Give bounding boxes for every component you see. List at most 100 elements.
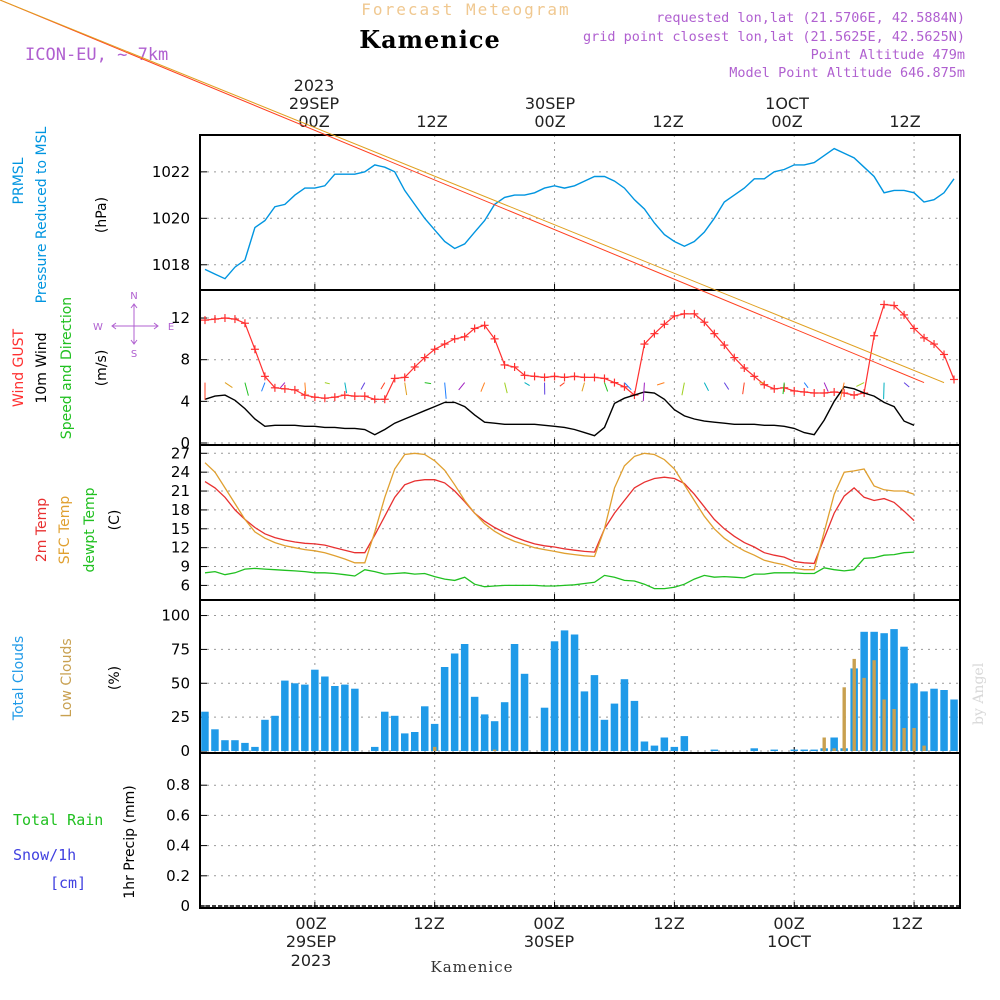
total-cloud-bar [381, 711, 389, 751]
wind-gust-marker [730, 353, 739, 362]
y-tick-label: 12 [171, 309, 190, 327]
pressure-msl-label: Pressure Reduced to MSL [34, 126, 50, 303]
wind-direction-arrow [360, 382, 366, 390]
total-cloud-bar [450, 653, 459, 751]
wind-direction-arrow [304, 382, 307, 395]
temp-2m-label: 2m Temp [34, 498, 50, 562]
wind-direction-arrow [703, 382, 709, 392]
wind-gust-marker [240, 319, 249, 328]
wind-direction-arrow [839, 382, 845, 401]
total-cloud-bar [930, 688, 938, 751]
wind-gust-marker [420, 353, 429, 362]
wind-gust-marker [670, 311, 679, 320]
low-cloud-bar [892, 709, 896, 751]
total-cloud-bar [910, 683, 918, 751]
temp-dewpt-label: dewpt Temp [82, 487, 98, 572]
total-cloud-bar [510, 644, 519, 751]
low-cloud-bar [832, 748, 836, 751]
pressure-line [204, 147, 955, 280]
total-cloud-bar [630, 700, 639, 751]
wind-speed-direction-label: Speed and Direction [59, 297, 75, 439]
total-cloud-bar [490, 721, 499, 751]
wind-gust-marker [600, 374, 609, 383]
panel-frame [199, 444, 961, 601]
total-cloud-bar [301, 684, 309, 751]
precip-side-labels: Total Rain Snow/1h [cm] 1hr Precip (mm) [13, 785, 138, 898]
wind-gust-marker [660, 320, 669, 329]
point-altitude: Point Altitude 479m [811, 47, 965, 63]
total-cloud-bar [311, 669, 319, 751]
top-hour-label: 00Z [771, 112, 802, 131]
total-cloud-bar [411, 732, 419, 751]
total-cloud-bar [211, 729, 219, 751]
compass-arrows-icon [111, 303, 159, 345]
wind-gust-marker [920, 333, 929, 342]
wind-gust-marker [740, 364, 749, 373]
total-rain-label: Total Rain [13, 811, 103, 829]
temp-sfc-label: SFC Temp [57, 496, 73, 565]
wind-gust-marker [540, 373, 549, 382]
y-tick-label: 0 [180, 742, 190, 760]
panel-2: 0 4 8 12 [171, 289, 961, 452]
wind-direction-arrow [224, 382, 233, 388]
wind-direction-arrow [903, 382, 910, 388]
wind-direction-arrow [823, 382, 829, 392]
y-tick-label: 9 [180, 558, 190, 576]
total-cloud-bar [620, 679, 629, 751]
wind-direction-arrow [504, 382, 508, 394]
y-tick-label: 0.4 [166, 837, 190, 855]
y-tick-label: 15 [171, 520, 190, 538]
wind-gust-marker [390, 374, 399, 383]
total-cloud-bar [640, 741, 649, 751]
wind-gust-marker [560, 373, 569, 382]
low-cloud-bar [842, 687, 846, 751]
wind-direction-arrow [524, 382, 530, 386]
wind-gust-marker [410, 362, 419, 371]
wind-gust-marker [610, 378, 619, 387]
wind-direction-arrow [344, 382, 348, 394]
wind-direction-arrow [624, 382, 632, 391]
bottom-date-label: 29SEP [286, 932, 337, 951]
total-cloud-bar [371, 746, 379, 751]
wind-direction-arrow [424, 382, 432, 385]
total-cloud-bar [500, 702, 509, 751]
wind-direction-arrow [0, 0, 945, 384]
top-hour-label: 12Z [416, 112, 447, 131]
top-hour-label: 00Z [298, 112, 329, 131]
wind-gust-marker [750, 372, 759, 381]
wind-10m-line [204, 386, 915, 437]
forecast-meteogram-title: Forecast Meteogram [361, 0, 570, 19]
total-clouds-label: Total Clouds [11, 636, 27, 721]
wind-gust-marker [850, 391, 859, 400]
total-cloud-bar [520, 673, 529, 751]
total-cloud-bar [271, 715, 279, 751]
wind-10m-label: 10m Wind [34, 332, 50, 403]
wind-gust-marker [620, 382, 629, 391]
wind-direction-arrow [480, 382, 486, 392]
top-hour-label: 12Z [652, 112, 683, 131]
model-point-altitude: Model Point Altitude 646.875m [729, 65, 965, 81]
wind-gust-marker [450, 334, 459, 343]
compass-n: N [130, 291, 137, 302]
snow-label: Snow/1h [13, 846, 76, 864]
wind-gust-marker [690, 309, 699, 318]
wind-gust-marker [280, 384, 289, 393]
low-cloud-bar [902, 728, 906, 751]
wind-gust-marker [880, 300, 889, 309]
wind-gust-marker [590, 373, 599, 382]
top-date-label: 29SEP [289, 94, 340, 113]
wind-direction-arrow [603, 382, 609, 392]
wind-direction-arrow [404, 382, 408, 396]
total-cloud-bar [201, 711, 209, 751]
total-cloud-bar [830, 737, 838, 751]
total-cloud-bar [810, 749, 818, 751]
total-cloud-bar [540, 707, 549, 751]
wind-gust-marker [950, 375, 959, 384]
wind-gust-marker [530, 372, 539, 381]
temp-sfc-line [204, 452, 915, 571]
total-cloud-bar [221, 740, 229, 751]
precip-unit-label: 1hr Precip (mm) [122, 785, 138, 898]
total-cloud-bar [251, 746, 259, 751]
wind-direction-arrow [656, 382, 665, 386]
prmsl-label: PRMSL [11, 157, 27, 204]
